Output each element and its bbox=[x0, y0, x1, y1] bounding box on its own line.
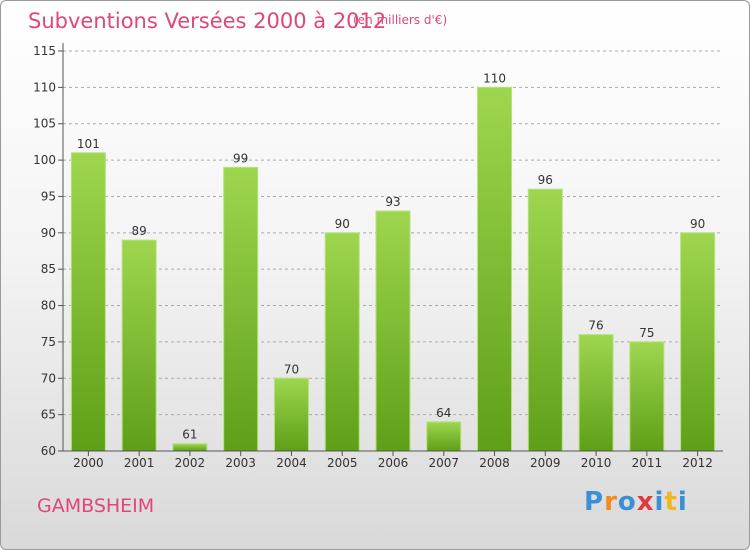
x-tick-label: 2007 bbox=[428, 456, 459, 470]
bar-value-label: 75 bbox=[639, 326, 654, 340]
bar-2000 bbox=[70, 152, 106, 452]
bar-value-label: 70 bbox=[284, 362, 299, 376]
y-tick-label: 90 bbox=[41, 226, 56, 240]
bar-value-label: 76 bbox=[588, 319, 603, 333]
town-name: GAMBSHEIM bbox=[37, 495, 155, 517]
bar-2006 bbox=[375, 210, 411, 452]
bar-value-label: 89 bbox=[132, 224, 147, 238]
bar-2001 bbox=[121, 239, 157, 452]
x-tick-label: 2009 bbox=[530, 456, 561, 470]
x-tick-label: 2010 bbox=[581, 456, 612, 470]
chart-title: Subventions Versées 2000 à 2012 bbox=[28, 9, 387, 33]
y-tick-label: 65 bbox=[41, 408, 56, 422]
x-tick-label: 2011 bbox=[632, 456, 663, 470]
bar-2008 bbox=[477, 86, 513, 452]
bar-value-label: 96 bbox=[538, 173, 553, 187]
x-tick-label: 2008 bbox=[479, 456, 510, 470]
x-tick-label: 2006 bbox=[378, 456, 409, 470]
logo-letter: o bbox=[617, 487, 637, 517]
axes: 60 65 70 75 80 85 90 95 100 105 110 115 2000 2001 2002… bbox=[33, 43, 723, 470]
bars: 101 89 61 99 70 90 93 64 110 96 76 75 90 bbox=[70, 71, 716, 452]
bar-2004 bbox=[273, 377, 309, 452]
bar-value-label: 90 bbox=[690, 217, 705, 231]
y-tick-label: 80 bbox=[41, 299, 56, 313]
x-tick-label: 2003 bbox=[225, 456, 256, 470]
y-tick-label: 95 bbox=[41, 189, 56, 203]
x-tick-label: 2002 bbox=[175, 456, 206, 470]
y-tick-label: 75 bbox=[41, 335, 56, 349]
y-tick-label: 100 bbox=[33, 153, 56, 167]
bar-2005 bbox=[324, 232, 360, 452]
x-tick-label: 2004 bbox=[276, 456, 307, 470]
bar-value-label: 61 bbox=[182, 428, 197, 442]
bar-value-label: 90 bbox=[335, 217, 350, 231]
logo-letter: t bbox=[664, 487, 678, 517]
logo-letter: x bbox=[636, 487, 655, 517]
x-tick-label: 2005 bbox=[327, 456, 358, 470]
bar-2003 bbox=[223, 166, 259, 452]
bar-2009 bbox=[527, 188, 563, 452]
y-tick-label: 115 bbox=[33, 44, 56, 58]
bar-2002 bbox=[172, 443, 208, 452]
y-tick-label: 60 bbox=[41, 444, 56, 458]
bar-2011 bbox=[629, 341, 665, 452]
y-tick-label: 85 bbox=[41, 262, 56, 276]
logo-letter: i bbox=[654, 487, 665, 517]
bar-value-label: 99 bbox=[233, 151, 248, 165]
bar-value-label: 110 bbox=[483, 71, 506, 85]
y-tick-label: 70 bbox=[41, 371, 56, 385]
logo-letter: r bbox=[604, 487, 618, 517]
chart-subtitle: (en milliers d'€) bbox=[353, 13, 448, 27]
bar-2010 bbox=[578, 334, 614, 452]
bar-2012 bbox=[680, 232, 716, 452]
x-tick-label: 2012 bbox=[682, 456, 713, 470]
logo-letter: P bbox=[584, 487, 605, 517]
bar-value-label: 101 bbox=[77, 137, 100, 151]
y-tick-label: 105 bbox=[33, 117, 56, 131]
y-tick-label: 110 bbox=[33, 80, 56, 94]
bar-value-label: 93 bbox=[385, 195, 400, 209]
x-tick-label: 2000 bbox=[73, 456, 104, 470]
bar-2007 bbox=[426, 421, 462, 452]
logo-letter: i bbox=[677, 487, 688, 517]
x-tick-label: 2001 bbox=[124, 456, 155, 470]
proxiti-logo[interactable]: Proxiti bbox=[584, 487, 688, 517]
bar-value-label: 64 bbox=[436, 406, 451, 420]
